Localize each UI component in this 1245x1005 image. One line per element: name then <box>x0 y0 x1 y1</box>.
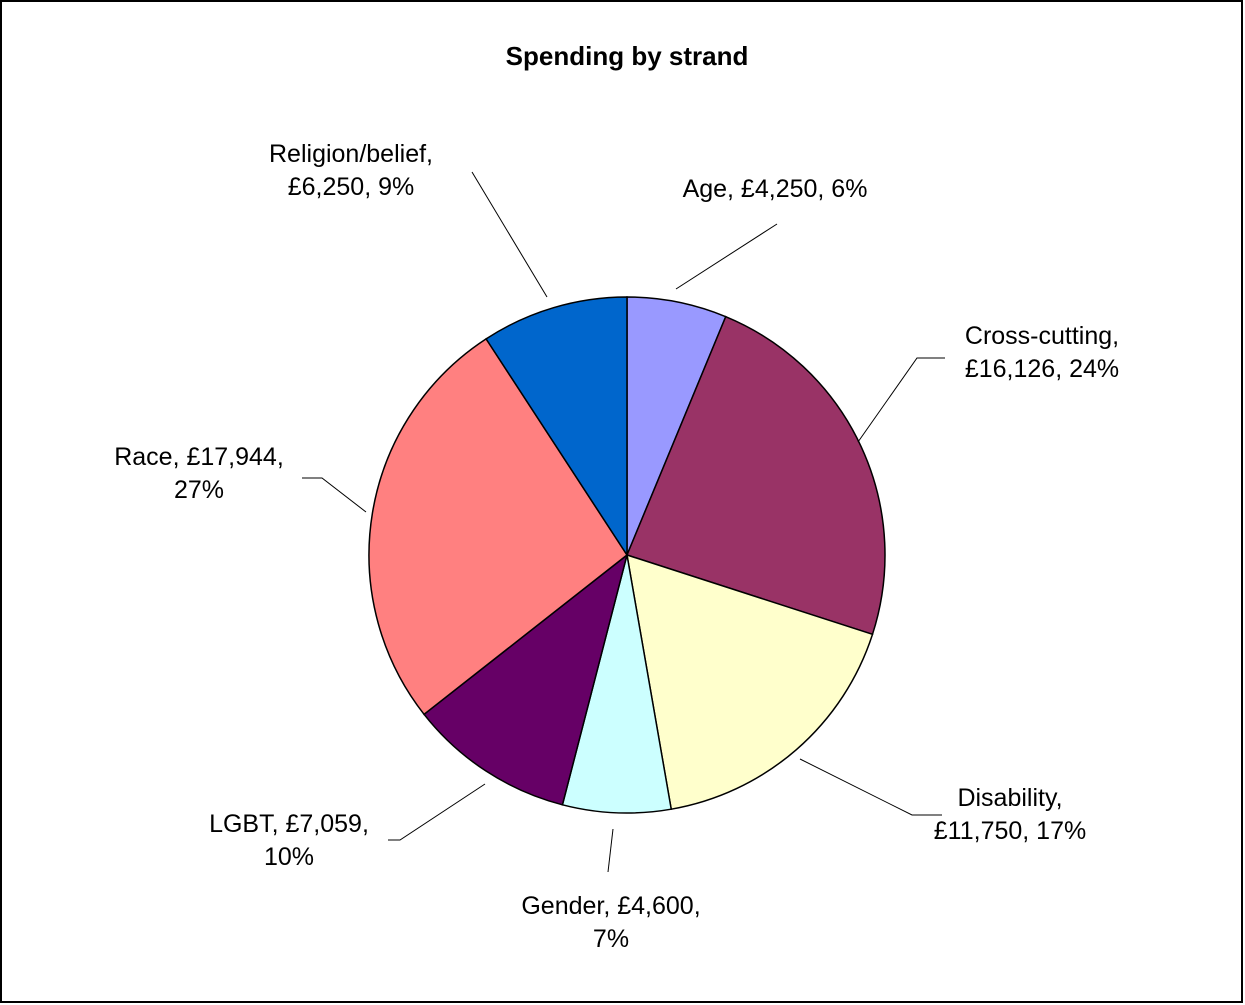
slice-label-race: Race, £17,944, 27% <box>114 443 284 504</box>
slice-labels: Age, £4,250, 6% Cross-cutting, £16,126, 24… <box>114 140 1119 953</box>
leader-line-disability <box>799 758 942 816</box>
leader-line-race <box>302 477 367 513</box>
slice-label-cross-cutting: Cross-cutting, £16,126, 24% <box>965 322 1119 383</box>
leader-line-religion-belief <box>471 171 548 298</box>
slice-label-line: £6,250, 9% <box>288 173 415 201</box>
slice-label-line: Age, £4,250, 6% <box>683 175 868 203</box>
slice-label-line: £16,126, 24% <box>965 355 1119 383</box>
pie-slice-race <box>368 337 629 716</box>
slice-label-age: Age, £4,250, 6% <box>683 175 868 203</box>
pie-slice-disability <box>626 553 874 811</box>
slice-label-gender: Gender, £4,600, 7% <box>521 892 700 953</box>
slice-label-line: LGBT, £7,059, <box>209 810 369 838</box>
leader-line-lgbt <box>388 783 486 841</box>
pie-slice-gender <box>561 554 673 814</box>
leader-line-cross-cutting <box>857 357 945 443</box>
pie-slice-lgbt <box>422 553 629 806</box>
slice-label-line: Gender, £4,600, <box>521 892 700 920</box>
slice-label-line: £11,750, 17% <box>934 817 1086 845</box>
pie-slice-cross-cutting <box>625 315 886 636</box>
slice-label-line: Religion/belief, <box>269 140 433 168</box>
leader-lines <box>302 171 945 873</box>
chart-title: Spending by strand <box>506 41 749 71</box>
leader-line-age <box>675 223 778 290</box>
slice-label-lgbt: LGBT, £7,059, 10% <box>209 810 369 871</box>
slice-label-line: Race, £17,944, <box>114 443 284 471</box>
slice-label-line: Disability, <box>957 784 1062 812</box>
pie-slice-religion-belief <box>485 296 628 558</box>
slice-label-religion-belief: Religion/belief, £6,250, 9% <box>269 140 433 201</box>
leader-line-gender <box>607 828 614 873</box>
slice-label-line: Cross-cutting, <box>965 322 1119 350</box>
slice-label-disability: Disability, £11,750, 17% <box>934 784 1086 845</box>
slice-label-line: 7% <box>593 925 629 953</box>
slice-label-line: 27% <box>174 476 224 504</box>
pie-slices <box>368 296 886 814</box>
slice-label-line: 10% <box>264 843 314 871</box>
